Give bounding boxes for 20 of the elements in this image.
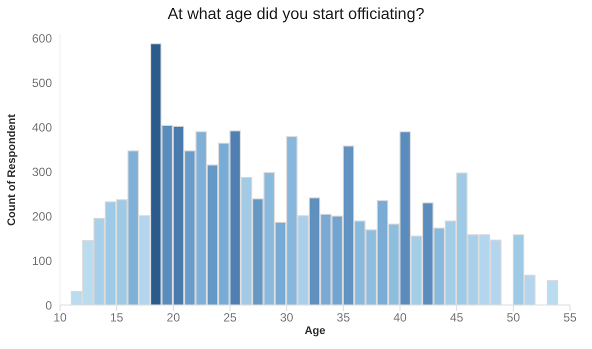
x-tick-label: 20 bbox=[166, 310, 180, 325]
y-tick-label: 0 bbox=[45, 298, 52, 312]
y-tick-label: 100 bbox=[32, 254, 52, 268]
chart-title: At what age did you start officiating? bbox=[166, 6, 426, 24]
y-tick-label: 500 bbox=[32, 76, 52, 90]
x-tick-label: 50 bbox=[506, 310, 520, 325]
x-axis-title: Age bbox=[304, 325, 326, 337]
y-tick-label: 300 bbox=[32, 164, 52, 179]
x-tick-label: 45 bbox=[450, 310, 464, 325]
y-tick-label: 200 bbox=[32, 209, 52, 224]
x-tick-label: 15 bbox=[110, 310, 124, 325]
y-tick-label: 600 bbox=[32, 32, 52, 46]
x-tick-label: 55 bbox=[563, 310, 577, 325]
x-tick-label: 40 bbox=[393, 310, 407, 325]
x-tick-label: 25 bbox=[223, 310, 237, 325]
x-tick-label: 30 bbox=[280, 310, 294, 325]
y-axis-title: Count of Respondent bbox=[6, 114, 18, 226]
y-tick-label: 400 bbox=[32, 120, 52, 135]
x-tick-label: 10 bbox=[53, 310, 67, 325]
x-tick-label: 35 bbox=[336, 310, 350, 325]
